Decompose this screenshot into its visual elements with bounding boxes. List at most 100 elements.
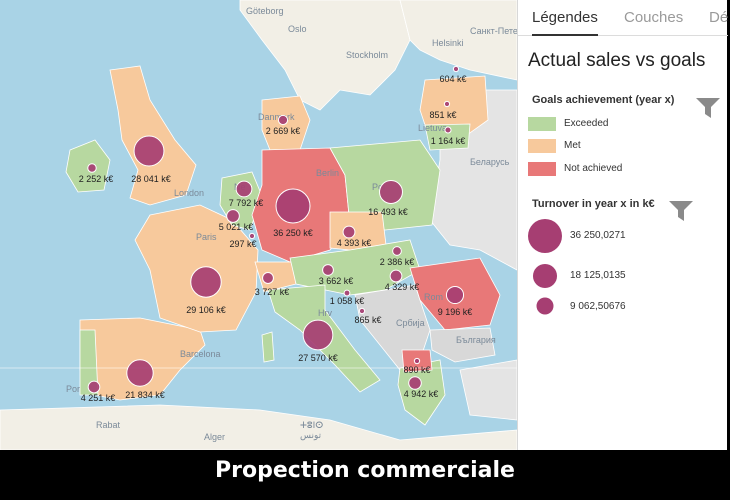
size-legend-label: 36 250,0271 bbox=[570, 230, 626, 241]
bubble-value-label: 604 k€ bbox=[439, 74, 466, 84]
land-portugal bbox=[79, 329, 99, 396]
place-label: Göteborg bbox=[246, 6, 284, 16]
bubble-value-label: 7 792 k€ bbox=[229, 198, 264, 208]
bubble-value-label: 3 662 k€ bbox=[319, 276, 354, 286]
land-north-africa bbox=[0, 404, 517, 450]
bubble-value-label: 16 493 k€ bbox=[368, 207, 408, 217]
place-label: ⵜⵓⵏⵙ bbox=[300, 420, 323, 430]
turnover-bubble[interactable] bbox=[87, 163, 97, 173]
turnover-bubble[interactable] bbox=[302, 319, 334, 351]
size-legend-title: Turnover in year x in k€ bbox=[532, 198, 655, 210]
bubbles-layer: 36 250 k€ 29 106 k€ 28 041 k€ 27 570 k€ 21 8… bbox=[79, 65, 473, 403]
land-finland bbox=[399, 0, 517, 81]
turnover-bubble[interactable] bbox=[126, 359, 154, 387]
tab-layers[interactable]: Couches bbox=[624, 9, 684, 26]
bubble-value-label: 29 106 k€ bbox=[186, 305, 226, 315]
panel-tabs: Légendes Couches Dé bbox=[518, 0, 728, 36]
turnover-bubble[interactable] bbox=[133, 135, 165, 167]
land-sardinia bbox=[261, 331, 275, 363]
place-label: Санкт-Петербург bbox=[470, 26, 517, 36]
turnover-bubble[interactable] bbox=[342, 225, 356, 239]
place-label: Oslo bbox=[288, 24, 307, 34]
place-label: Helsinki bbox=[432, 38, 464, 48]
place-label: Alger bbox=[204, 432, 225, 442]
turnover-bubble[interactable] bbox=[445, 285, 465, 305]
caption-bar: Propection commerciale bbox=[0, 450, 730, 500]
bubble-value-label: 851 k€ bbox=[429, 110, 456, 120]
turnover-bubble[interactable] bbox=[408, 376, 422, 390]
land-layer bbox=[0, 0, 517, 450]
land-turkey bbox=[459, 359, 517, 421]
swatch-exceeded bbox=[528, 117, 556, 131]
size-legend-circle bbox=[532, 263, 558, 289]
bubble-value-label: 3 727 k€ bbox=[255, 287, 290, 297]
size-legend: 36 250,0271 18 125,0135 9 062,50676 bbox=[518, 216, 728, 326]
land-central bbox=[289, 239, 421, 296]
turnover-bubble[interactable] bbox=[275, 188, 311, 224]
bubble-value-label: 28 041 k€ bbox=[131, 174, 171, 184]
bubble-value-label: 4 942 k€ bbox=[404, 389, 439, 399]
turnover-bubble[interactable] bbox=[277, 114, 289, 126]
turnover-bubble[interactable] bbox=[392, 246, 402, 256]
bubble-value-label: 9 196 k€ bbox=[438, 307, 473, 317]
turnover-bubble[interactable] bbox=[379, 180, 403, 204]
place-label: Hrv bbox=[318, 308, 332, 318]
place-label: Rabat bbox=[96, 420, 121, 430]
place-label: Por bbox=[66, 384, 80, 394]
place-label: Беларусь bbox=[470, 157, 510, 167]
place-label: London bbox=[174, 188, 204, 198]
turnover-bubble[interactable] bbox=[444, 126, 452, 134]
turnover-bubble[interactable] bbox=[262, 272, 274, 284]
land-france bbox=[134, 204, 259, 333]
turnover-bubble[interactable] bbox=[343, 289, 351, 297]
tab-legends[interactable]: Légendes bbox=[532, 0, 598, 36]
turnover-bubble[interactable] bbox=[358, 307, 366, 315]
bubble-value-label: 27 570 k€ bbox=[298, 353, 338, 363]
bubble-value-label: 865 k€ bbox=[354, 315, 381, 325]
place-label: Rom bbox=[424, 292, 443, 302]
legend-title: Actual sales vs goals bbox=[528, 50, 706, 71]
turnover-bubble[interactable] bbox=[389, 269, 403, 283]
turnover-bubble[interactable] bbox=[322, 264, 334, 276]
color-legend-label: Not achieved bbox=[564, 163, 623, 174]
place-label: Berlin bbox=[316, 168, 339, 178]
bubble-value-label: 4 329 k€ bbox=[385, 282, 420, 292]
place-labels-layer: Göteborg Oslo Stockholm Helsinki Санкт-Петер… bbox=[66, 6, 517, 442]
filter-icon[interactable] bbox=[695, 96, 721, 120]
color-legend-label: Met bbox=[564, 140, 581, 151]
bubble-value-label: 4 393 k€ bbox=[337, 238, 372, 248]
bubble-value-label: 1 164 k€ bbox=[431, 136, 466, 146]
place-label: Barcelona bbox=[180, 349, 221, 359]
bubble-value-label: 2 386 k€ bbox=[380, 257, 415, 267]
size-legend-label: 18 125,0135 bbox=[570, 270, 626, 281]
size-legend-label: 9 062,50676 bbox=[570, 301, 626, 312]
tab-details[interactable]: Dé bbox=[709, 9, 729, 26]
turnover-bubble[interactable] bbox=[452, 65, 460, 73]
place-label: Pol bbox=[372, 182, 385, 192]
bubble-value-label: 2 252 k€ bbox=[79, 174, 114, 184]
place-label: Paris bbox=[196, 232, 217, 242]
turnover-bubble[interactable] bbox=[413, 357, 421, 365]
swatch-not-achieved bbox=[528, 162, 556, 176]
place-label: Lietuva bbox=[418, 123, 447, 133]
place-label: Србија bbox=[396, 318, 425, 328]
bubble-value-label: 21 834 k€ bbox=[125, 390, 165, 400]
bubble-value-label: 297 k€ bbox=[229, 239, 256, 249]
turnover-bubble[interactable] bbox=[190, 266, 222, 298]
caption-text: Propection commerciale bbox=[215, 458, 515, 483]
bubble-value-label: 5 021 k€ bbox=[219, 222, 254, 232]
size-legend-circle bbox=[536, 297, 554, 315]
turnover-bubble[interactable] bbox=[248, 232, 256, 240]
turnover-bubble[interactable] bbox=[226, 209, 240, 223]
bubble-value-label: 890 k€ bbox=[403, 365, 430, 375]
map-view[interactable]: Göteborg Oslo Stockholm Helsinki Санкт-Петер… bbox=[0, 0, 517, 450]
land-bulgaria bbox=[429, 327, 496, 363]
turnover-bubble[interactable] bbox=[235, 180, 253, 198]
turnover-bubble[interactable] bbox=[87, 380, 101, 394]
color-legend-title: Goals achievement (year x) bbox=[532, 94, 675, 106]
bubble-value-label: 4 251 k€ bbox=[81, 393, 116, 403]
map-canvas[interactable]: Göteborg Oslo Stockholm Helsinki Санкт-Петер… bbox=[0, 0, 517, 450]
place-label: България bbox=[456, 335, 496, 345]
filter-icon[interactable] bbox=[668, 199, 694, 223]
turnover-bubble[interactable] bbox=[443, 100, 451, 108]
